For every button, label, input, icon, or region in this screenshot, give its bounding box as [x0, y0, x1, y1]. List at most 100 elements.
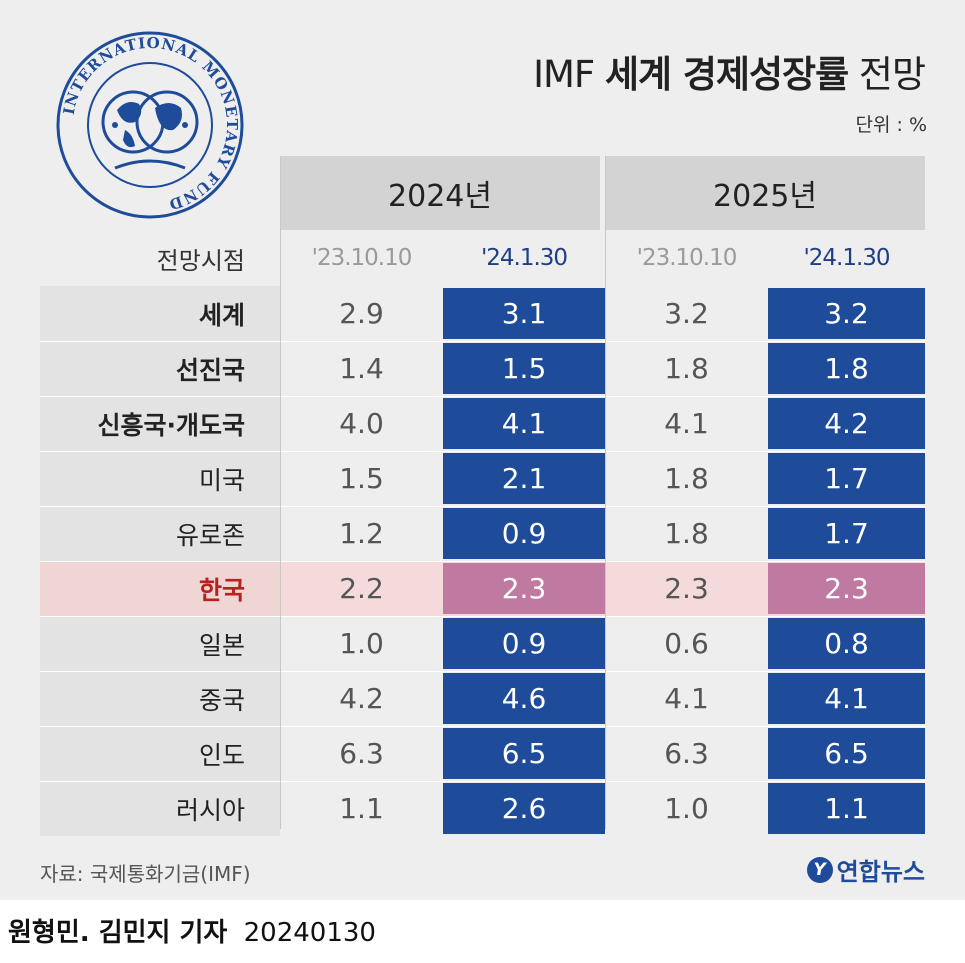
row-separator: [40, 781, 925, 782]
row-label-bg: [40, 396, 280, 451]
row-label-bg: [40, 451, 280, 506]
table-cell: 2.1: [443, 453, 605, 504]
table-row: 일본 1.0 0.9 0.6 0.8: [0, 616, 965, 671]
row-separator: [40, 726, 925, 727]
divider: [605, 156, 606, 829]
row-label-bg: [40, 506, 280, 561]
forecast-date-new: '24.1.30: [480, 245, 568, 271]
divider: [280, 156, 281, 829]
row-label-bg: [40, 781, 280, 836]
table-cell: 2.3: [664, 572, 709, 605]
table-row: 러시아 1.1 2.6 1.0 1.1: [0, 781, 965, 836]
table-cell: 3.2: [664, 297, 709, 330]
unit-label: 단위 : %: [855, 114, 928, 136]
table-cell: 1.2: [339, 517, 384, 550]
forecast-date-new: '24.1.30: [803, 245, 890, 271]
table-cell: 4.1: [768, 673, 925, 724]
row-label: 선진국: [175, 355, 245, 385]
table-row: 세계 2.9 3.1 3.2 3.2: [0, 286, 965, 341]
table-cell: 1.8: [664, 517, 709, 550]
row-label-bg: [40, 561, 280, 616]
page-title: IMF 세계 경제성장률 전망: [533, 44, 926, 98]
table-cell: 1.1: [768, 783, 925, 834]
table-cell: 1.7: [768, 453, 925, 504]
credit-line: 원형민. 김민지 기자 20240130: [8, 912, 376, 949]
table-cell: 4.2: [768, 398, 925, 449]
yonhap-icon: Y: [806, 856, 833, 883]
row-label-bg: [40, 341, 280, 396]
table-cell: 1.7: [768, 508, 925, 559]
table-cell: 1.0: [664, 792, 709, 825]
row-label: 미국: [198, 465, 245, 495]
table-cell: 2.3: [768, 563, 925, 614]
table-cell: 4.2: [339, 682, 384, 715]
table-cell: 4.1: [443, 398, 605, 449]
row-label: 신흥국·개도국: [97, 410, 246, 440]
row-separator: [40, 396, 925, 397]
source-note: 자료: 국제통화기금(IMF): [40, 862, 251, 886]
table-cell: 4.1: [664, 407, 709, 440]
table-cell: 6.5: [443, 728, 605, 779]
table-cell: 0.9: [443, 618, 605, 669]
forecast-date-old: '23.10.10: [311, 245, 413, 271]
table-cell: 2.2: [339, 572, 384, 605]
row-label: 러시아: [175, 795, 245, 825]
row-label-bg: [40, 671, 280, 726]
title-suffix: 전망: [858, 53, 926, 96]
year-header-2025: 2025년: [605, 156, 925, 230]
row-separator: [40, 561, 925, 562]
row-label-bg: [40, 616, 280, 671]
table-row: 한국 2.2 2.3 2.3 2.3: [0, 561, 965, 616]
table-cell: 4.0: [339, 407, 384, 440]
table-row: 신흥국·개도국 4.0 4.1 4.1 4.2: [0, 396, 965, 451]
table-row: 중국 4.2 4.6 4.1 4.1: [0, 671, 965, 726]
row-label: 중국: [198, 685, 245, 715]
table-row: 인도 6.3 6.5 6.3 6.5: [0, 726, 965, 781]
table-cell: 1.0: [339, 627, 384, 660]
row-label: 인도: [198, 740, 245, 770]
row-label: 한국: [198, 575, 245, 605]
row-separator: [40, 671, 925, 672]
table-cell: 1.8: [768, 343, 925, 394]
table-row: 미국 1.5 2.1 1.8 1.7: [0, 451, 965, 506]
table-row: 유로존 1.2 0.9 1.8 1.7: [0, 506, 965, 561]
title-bold: 세계 경제성장률: [604, 53, 849, 96]
table-cell: 1.1: [339, 792, 384, 825]
table-cell: 2.3: [443, 563, 605, 614]
table-cell: 1.4: [339, 352, 384, 385]
table-cell: 1.8: [664, 352, 709, 385]
table-cell: 3.2: [768, 288, 925, 339]
table-row: 선진국 1.4 1.5 1.8 1.8: [0, 341, 965, 396]
agency-logo: Y 연합뉴스: [806, 852, 925, 887]
forecast-date-old: '23.10.10: [636, 245, 738, 271]
agency-name: 연합뉴스: [836, 858, 925, 886]
table-cell: 0.8: [768, 618, 925, 669]
row-label: 유로존: [175, 520, 245, 550]
row-separator: [40, 506, 925, 507]
table-cell: 1.5: [339, 462, 384, 495]
forecast-timing-label: 전망시점: [156, 246, 245, 275]
table-cell: 2.9: [339, 297, 384, 330]
imf-seal-icon: INTERNATIONAL MONETARY FUND: [56, 31, 244, 219]
title-prefix: IMF: [533, 53, 595, 96]
year-header-2024: 2024년: [280, 156, 600, 230]
row-label: 세계: [198, 300, 245, 330]
row-separator: [40, 616, 925, 617]
row-separator: [40, 451, 925, 452]
table-cell: 4.1: [664, 682, 709, 715]
credit-authors: 원형민. 김민지 기자: [8, 918, 228, 948]
row-separator: [40, 341, 925, 342]
table-cell: 6.3: [339, 737, 384, 770]
credit-date: 20240130: [243, 918, 376, 948]
infographic-card: INTERNATIONAL MONETARY FUND IMF 세계 경제성장률…: [0, 0, 965, 900]
row-label: 일본: [198, 630, 245, 660]
table-cell: 6.3: [664, 737, 709, 770]
table-cell: 0.6: [664, 627, 709, 660]
table-cell: 0.9: [443, 508, 605, 559]
row-label-bg: [40, 726, 280, 781]
row-label-bg: [40, 286, 280, 341]
table-cell: 1.8: [664, 462, 709, 495]
table-cell: 2.6: [443, 783, 605, 834]
table-cell: 3.1: [443, 288, 605, 339]
table-cell: 1.5: [443, 343, 605, 394]
